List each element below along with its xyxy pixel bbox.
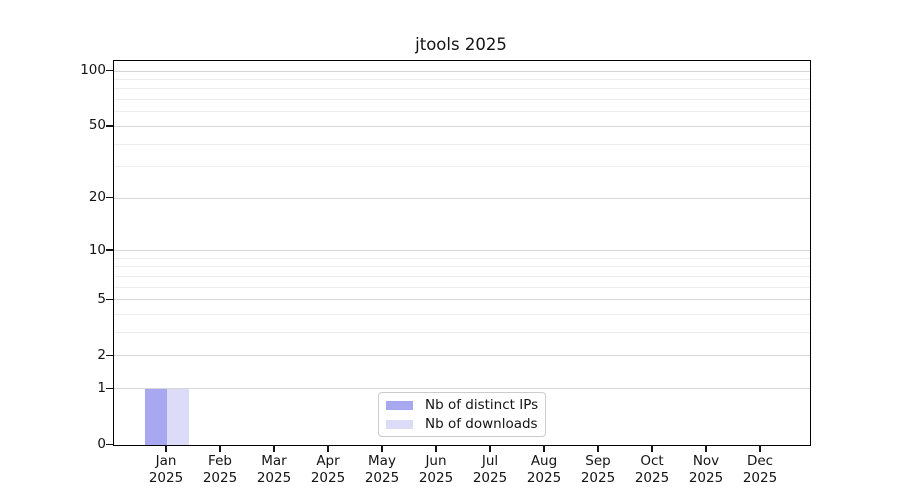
x-axis-tick	[597, 445, 599, 453]
legend-label-downloads: Nb of downloads	[425, 416, 538, 432]
x-tick-label: Mar 2025	[256, 453, 292, 486]
legend-swatch-distinct-ips	[386, 400, 413, 410]
x-axis-tick	[219, 445, 221, 453]
y-axis-tick	[106, 197, 113, 199]
y-axis-tick	[106, 125, 113, 127]
x-tick-label: Jun 2025	[418, 453, 454, 486]
gridline-minor	[114, 266, 810, 268]
y-tick-label: 0	[97, 436, 106, 452]
bar-downloads	[167, 388, 189, 445]
x-axis-tick	[273, 445, 275, 453]
gridline-minor	[114, 78, 810, 80]
y-axis-tick	[106, 354, 113, 357]
legend-swatch-downloads	[386, 419, 413, 429]
x-tick-label: Apr 2025	[310, 453, 346, 486]
x-axis-tick	[705, 445, 707, 453]
x-tick-label: May 2025	[364, 453, 400, 486]
x-tick-label: Feb 2025	[202, 453, 238, 486]
x-tick-label: Sep 2025	[580, 453, 616, 486]
legend-item-downloads: Nb of downloads	[386, 416, 538, 432]
x-axis-tick	[435, 445, 437, 453]
y-tick-label: 20	[88, 189, 106, 206]
y-axis-tick	[106, 443, 113, 446]
gridline-minor	[114, 286, 810, 288]
gridline-minor	[114, 143, 810, 145]
legend-item-distinct-ips: Nb of distinct IPs	[386, 397, 539, 413]
y-axis-tick	[106, 298, 113, 300]
legend: Nb of distinct IPs Nb of downloads	[378, 392, 546, 437]
legend-label-distinct-ips: Nb of distinct IPs	[425, 397, 539, 413]
gridline-minor	[114, 99, 810, 101]
gridline-minor	[114, 275, 810, 277]
x-tick-label: Jan 2025	[148, 453, 184, 486]
y-axis-tick	[106, 387, 113, 390]
gridline-minor	[114, 166, 810, 168]
x-axis-tick	[489, 445, 491, 453]
x-tick-label: Aug 2025	[526, 453, 562, 486]
gridline-major	[114, 125, 810, 127]
x-tick-label: Nov 2025	[688, 453, 724, 486]
gridline-major	[114, 197, 810, 199]
gridline-major	[114, 250, 810, 252]
y-tick-label: 5	[97, 290, 106, 307]
y-axis-tick	[106, 249, 113, 251]
y-axis-tick	[106, 69, 113, 72]
gridline-major	[114, 299, 810, 301]
x-axis-tick	[327, 445, 329, 453]
gridline-minor	[114, 257, 810, 259]
gridline-major	[114, 388, 810, 390]
bar-distinct-ips	[145, 388, 167, 445]
y-tick-label: 2	[97, 346, 106, 363]
x-axis-tick	[759, 445, 761, 453]
gridline-minor	[114, 111, 810, 113]
x-axis-tick	[543, 445, 545, 453]
x-tick-label: Dec 2025	[742, 453, 778, 486]
x-axis-tick	[651, 445, 653, 453]
x-tick-label: Oct 2025	[634, 453, 670, 486]
chart-title: jtools 2025	[415, 35, 507, 54]
x-axis-tick	[381, 445, 383, 453]
y-tick-label: 1	[97, 379, 106, 396]
x-axis-tick	[165, 445, 167, 453]
gridline-minor	[114, 88, 810, 90]
gridline-major	[114, 70, 810, 72]
y-tick-label: 10	[88, 241, 106, 258]
gridline-major	[114, 355, 810, 357]
gridline-minor	[114, 314, 810, 316]
y-tick-label: 100	[80, 62, 106, 78]
x-tick-label: Jul 2025	[472, 453, 508, 486]
plot-area	[113, 60, 811, 446]
gridline-minor	[114, 332, 810, 334]
y-tick-label: 50	[88, 117, 106, 134]
